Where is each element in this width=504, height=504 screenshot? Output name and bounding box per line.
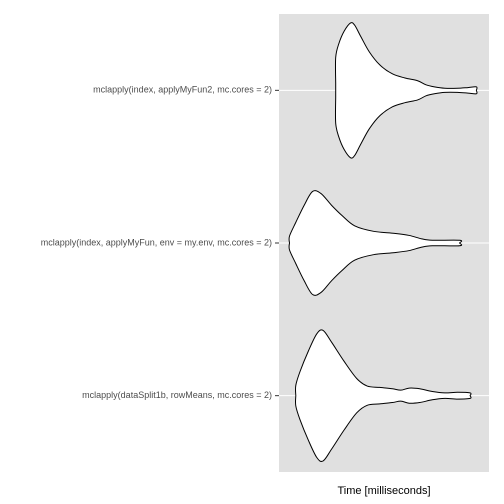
violin-0 [294, 329, 472, 462]
x-axis-title: Time [milliseconds] [337, 485, 430, 497]
y-axis-labels: mclapply(dataSplit1b, rowMeans, mc.cores… [41, 85, 272, 400]
y-tick-label-dataSplit1b: mclapply(dataSplit1b, rowMeans, mc.cores… [82, 390, 272, 400]
violin-1 [288, 190, 463, 296]
y-axis-ticks [275, 89, 279, 397]
violin-2 [334, 22, 478, 159]
y-tick-label-applyMyFun: mclapply(index, applyMyFun, env = my.env… [41, 237, 272, 247]
y-tick-label-applyMyFun2: mclapply(index, applyMyFun2, mc.cores = … [93, 85, 272, 95]
violins [288, 22, 478, 462]
